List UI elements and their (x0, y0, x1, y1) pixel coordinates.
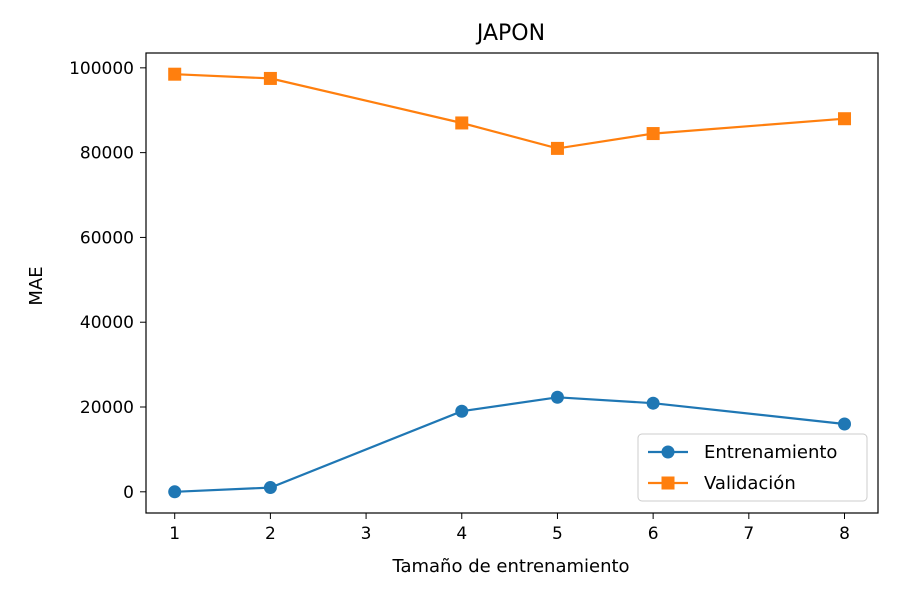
chart-title: JAPON (475, 21, 545, 46)
x-tick-label: 2 (265, 524, 276, 544)
data-point (550, 390, 564, 404)
legend-label: Validación (704, 473, 796, 494)
x-tick-label: 4 (456, 524, 467, 544)
x-tick-label: 6 (648, 524, 659, 544)
y-tick-label: 100000 (69, 59, 134, 79)
legend-box (637, 433, 868, 502)
legend-label: Entrenamiento (704, 442, 837, 463)
data-point (838, 112, 852, 126)
axes-frame (145, 52, 879, 514)
data-point (168, 67, 182, 81)
y-tick-label: 60000 (80, 228, 134, 248)
y-axis-label: MAE (26, 266, 47, 305)
x-tick-label: 3 (361, 524, 372, 544)
data-point (455, 116, 469, 130)
y-tick-label: 80000 (80, 144, 134, 164)
series-line-1 (174, 396, 845, 493)
x-tick-label: 5 (552, 524, 563, 544)
data-point (646, 396, 660, 410)
data-point (168, 485, 182, 499)
data-point (455, 404, 469, 418)
y-tick-label: 40000 (80, 313, 134, 333)
data-point (263, 481, 277, 495)
data-point (263, 71, 277, 85)
x-tick-label: 1 (169, 524, 180, 544)
x-axis-label: Tamaño de entrenamiento (391, 556, 629, 577)
series-line-2 (174, 73, 845, 150)
y-tick-label: 20000 (80, 398, 134, 418)
y-tick-label: 0 (123, 483, 134, 503)
data-point (838, 417, 852, 431)
data-point (646, 127, 660, 141)
legend-marker (661, 476, 675, 490)
axis-ticks: 1 2 3 4 5 6 7 8 0 20000 40000 60000 80000 100000 (69, 59, 850, 544)
legend: Entrenamiento Validación (637, 433, 868, 502)
x-tick-label: 7 (743, 524, 754, 544)
data-point (550, 141, 564, 155)
legend-marker (661, 445, 675, 459)
plot-area (168, 67, 852, 499)
x-tick-label: 8 (839, 524, 850, 544)
